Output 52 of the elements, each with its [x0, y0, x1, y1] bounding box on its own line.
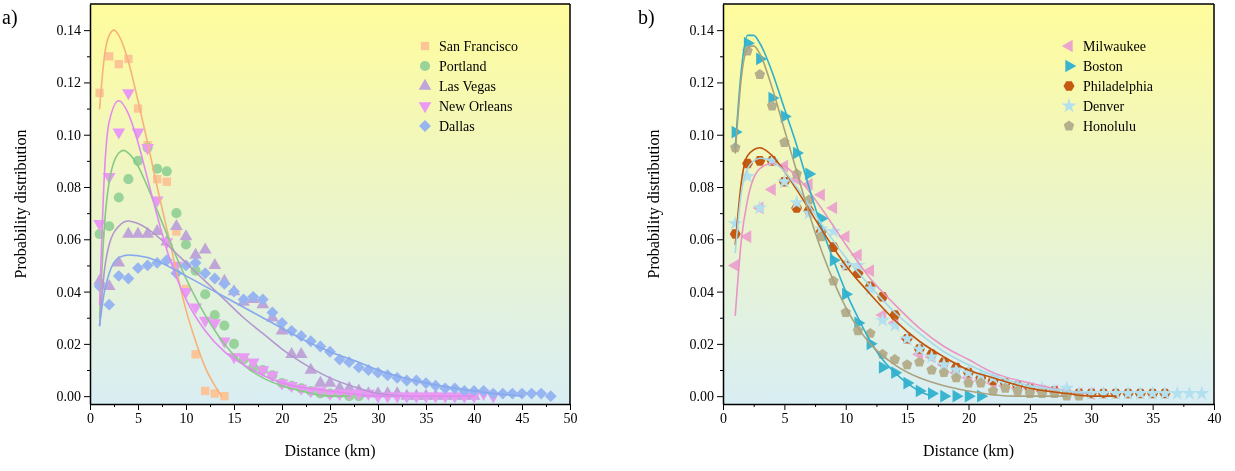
y-tick-label: 0.06: [56, 232, 81, 248]
x-tick-label: 25: [1023, 410, 1038, 426]
x-tick-label: 15: [227, 410, 242, 426]
x-axis-title: Distance (km): [284, 442, 376, 460]
y-tick-label: 0.00: [56, 389, 81, 405]
y-axis-title: Probability distribution: [12, 129, 30, 279]
x-tick-label: 30: [371, 410, 386, 426]
y-tick-label: 0.02: [56, 336, 81, 352]
x-tick-label: 35: [1146, 410, 1161, 426]
y-tick-label: 0.04: [689, 284, 714, 300]
y-tick-label: 0.06: [689, 232, 714, 248]
legend-label: Portland: [439, 59, 487, 74]
legend-label: Denver: [1083, 99, 1125, 114]
y-tick-label: 0.02: [689, 336, 714, 352]
y-tick-label: 0.00: [689, 389, 714, 405]
x-tick-label: 10: [839, 410, 854, 426]
x-tick-label: 50: [563, 410, 578, 426]
legend-label: Philadelphia: [1083, 79, 1154, 94]
x-tick-label: 25: [323, 410, 338, 426]
y-tick-label: 0.12: [689, 75, 714, 91]
y-tick-label: 0.14: [689, 23, 714, 39]
x-tick-label: 0: [720, 410, 727, 426]
y-tick-label: 0.12: [56, 75, 81, 91]
x-tick-label: 15: [900, 410, 915, 426]
text: b): [638, 6, 655, 29]
x-tick-label: 20: [275, 410, 290, 426]
legend-label: Milwaukee: [1083, 39, 1146, 54]
legend-label: San Francisco: [439, 39, 518, 54]
x-tick-label: 40: [1207, 410, 1222, 426]
y-tick-label: 0.04: [56, 284, 81, 300]
y-tick-label: 0.14: [56, 23, 81, 39]
x-tick-label: 35: [419, 410, 434, 426]
x-tick-label: 40: [467, 410, 482, 426]
legend-label: Dallas: [439, 119, 475, 134]
y-axis-title: Probability distribution: [645, 129, 663, 279]
x-tick-label: 45: [515, 410, 530, 426]
x-tick-label: 5: [781, 410, 789, 426]
y-tick-label: 0.10: [689, 127, 714, 143]
y-tick-label: 0.08: [56, 179, 81, 195]
legend-label: Honolulu: [1083, 119, 1136, 134]
legend-label: New Orleans: [439, 99, 513, 114]
x-tick-label: 10: [179, 410, 194, 426]
text: a): [2, 6, 18, 29]
y-tick-label: 0.10: [56, 127, 81, 143]
legend-label: Boston: [1083, 59, 1123, 74]
x-tick-label: 5: [135, 410, 142, 426]
y-tick-label: 0.08: [689, 179, 714, 195]
x-tick-label: 20: [962, 410, 976, 426]
x-tick-label: 0: [87, 410, 94, 426]
legend-label: Las Vegas: [439, 79, 496, 94]
x-tick-label: 30: [1084, 410, 1099, 426]
x-axis-title: Distance (km): [922, 442, 1015, 460]
